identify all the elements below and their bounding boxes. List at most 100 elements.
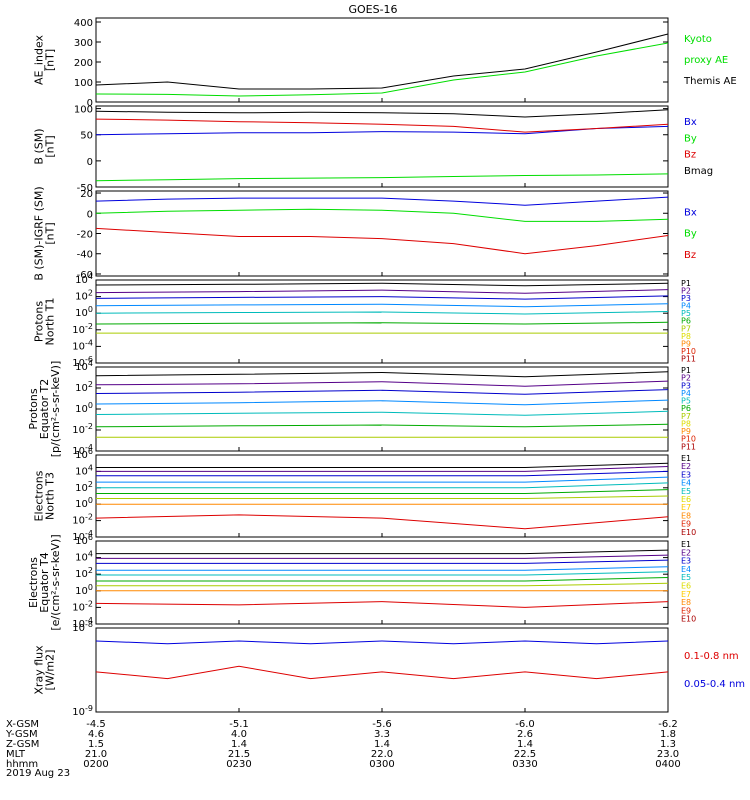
y-tick-label: 106 [75,447,93,461]
series-line-bz [95,227,669,255]
series-line-e1 [96,462,669,468]
legend-entry: P3 [681,294,691,303]
series-line-e2 [96,554,669,559]
footer-value: 0300 [369,759,394,770]
series-line-p3 [95,389,669,395]
y-axis-label: [p/(cm²-s-sr-keV)] [49,361,62,458]
legend-entry: By [684,229,697,240]
legend-entry: P8 [681,332,691,341]
y-tick-label: 104 [75,463,93,477]
series-line-0-05-0-4-nm [95,665,669,680]
y-tick-label: 10-4 [72,338,93,352]
legend-entry: E6 [681,582,691,591]
series-line-p1 [95,282,669,287]
legend-entry: P2 [681,374,691,383]
y-axis-label: Xray flux [33,645,46,695]
series-line-p6 [95,423,669,428]
series-line-e3 [96,470,669,477]
legend-entry: Bx [684,117,697,128]
legend-entry: P10 [681,435,696,444]
panel-1: 0 100 200 300 400 AE_index[nT] Kyoto proxy AE Th… [33,17,737,109]
footer-value: 1.5 [88,739,104,750]
footer-value: 0400 [655,759,680,770]
y-tick-label: 100 [75,305,93,319]
legend-entry: Bx [684,207,697,218]
y-tick-label: -40 [77,250,93,261]
legend-entry: E5 [681,487,691,496]
legend-entry: P7 [681,412,691,421]
series-line-e1 [96,549,669,555]
series-line-e4 [96,566,669,571]
series-line-p4 [95,399,669,406]
y-tick-label: 104 [75,550,93,564]
legend-entry: P2 [681,287,691,296]
y-tick-label: 10-2 [72,513,93,527]
y-axis-label: Equator T2 [38,379,51,439]
y-tick-label: 102 [75,380,93,394]
series-line-bz [95,118,669,133]
legend-entry: E6 [681,495,691,504]
y-axis-label: [W/m2] [44,650,57,691]
footer-value: 4.0 [231,729,247,740]
y-axis-label: [nT] [44,135,57,157]
legend-entry: E9 [681,520,691,529]
y-tick-label: 100 [74,105,93,116]
series-line-e6 [96,489,669,494]
y-tick-label: 10-8 [72,620,93,634]
y-tick-label: 10-2 [72,599,93,613]
legend-entry: P8 [681,419,691,428]
series-line-e3 [96,559,669,564]
y-axis-label: Electrons [33,470,46,521]
legend-entry: Kyoto [684,34,712,45]
y-tick-label: 102 [75,289,93,303]
y-tick-label: 104 [75,272,93,286]
series-line-e7 [96,495,669,499]
series-line-e4 [96,476,669,483]
y-tick-label: 20 [80,189,93,200]
legend-entry: E9 [681,606,691,615]
legend-entry: 0.1-0.8 nm [684,651,739,662]
legend-entry: E2 [681,548,691,557]
footer-value: -5.1 [229,719,249,730]
series-line-e9 [95,514,669,530]
series-line-by [95,208,669,222]
y-tick-label: 400 [74,18,93,29]
footer-value: 22.5 [514,749,536,760]
series-line-kyoto-proxy-ae [95,42,669,97]
y-axis-label: B (SM)-IGRF (SM) [33,186,46,280]
legend-entry: E10 [681,615,696,624]
footer-value: 1.8 [660,729,676,740]
legend-entry: E4 [681,479,691,488]
y-tick-label: 10-2 [72,322,93,336]
y-axis-label: B (SM) [33,128,46,164]
legend-entry: E7 [681,590,691,599]
series-line-bx [95,196,669,206]
y-tick-label: 100 [75,401,93,415]
y-tick-label: 0 [87,209,93,220]
plot-title: GOES-16 [348,3,397,16]
series-line-p6 [95,321,669,325]
legend-entry: P10 [681,347,696,356]
y-axis-label: Protons [33,301,46,342]
legend-entry: P5 [681,309,691,318]
legend-entry: E10 [681,528,696,537]
legend-entry: E8 [681,511,691,520]
legend-entry: By [684,133,697,144]
series-line-e7 [96,582,669,587]
series-line-e9 [95,601,669,608]
footer-value: 4.6 [88,729,104,740]
legend-entry: E3 [681,557,691,566]
footer-value: -5.6 [372,719,392,730]
legend-entry: E4 [681,565,691,574]
legend-entry: Bmag [684,166,713,177]
y-tick-label: 100 [74,78,93,89]
y-tick-label: 100 [75,496,93,510]
panel-8: 10-9 10-8 Xray flux[W/m2] 0.1-0.8 nm 0.05-0.… [33,620,746,718]
y-axis-label: North T1 [44,298,57,346]
y-axis-label: [e/(cm²-s-sr-keV)] [49,534,62,630]
y-tick-label: 100 [75,583,93,597]
